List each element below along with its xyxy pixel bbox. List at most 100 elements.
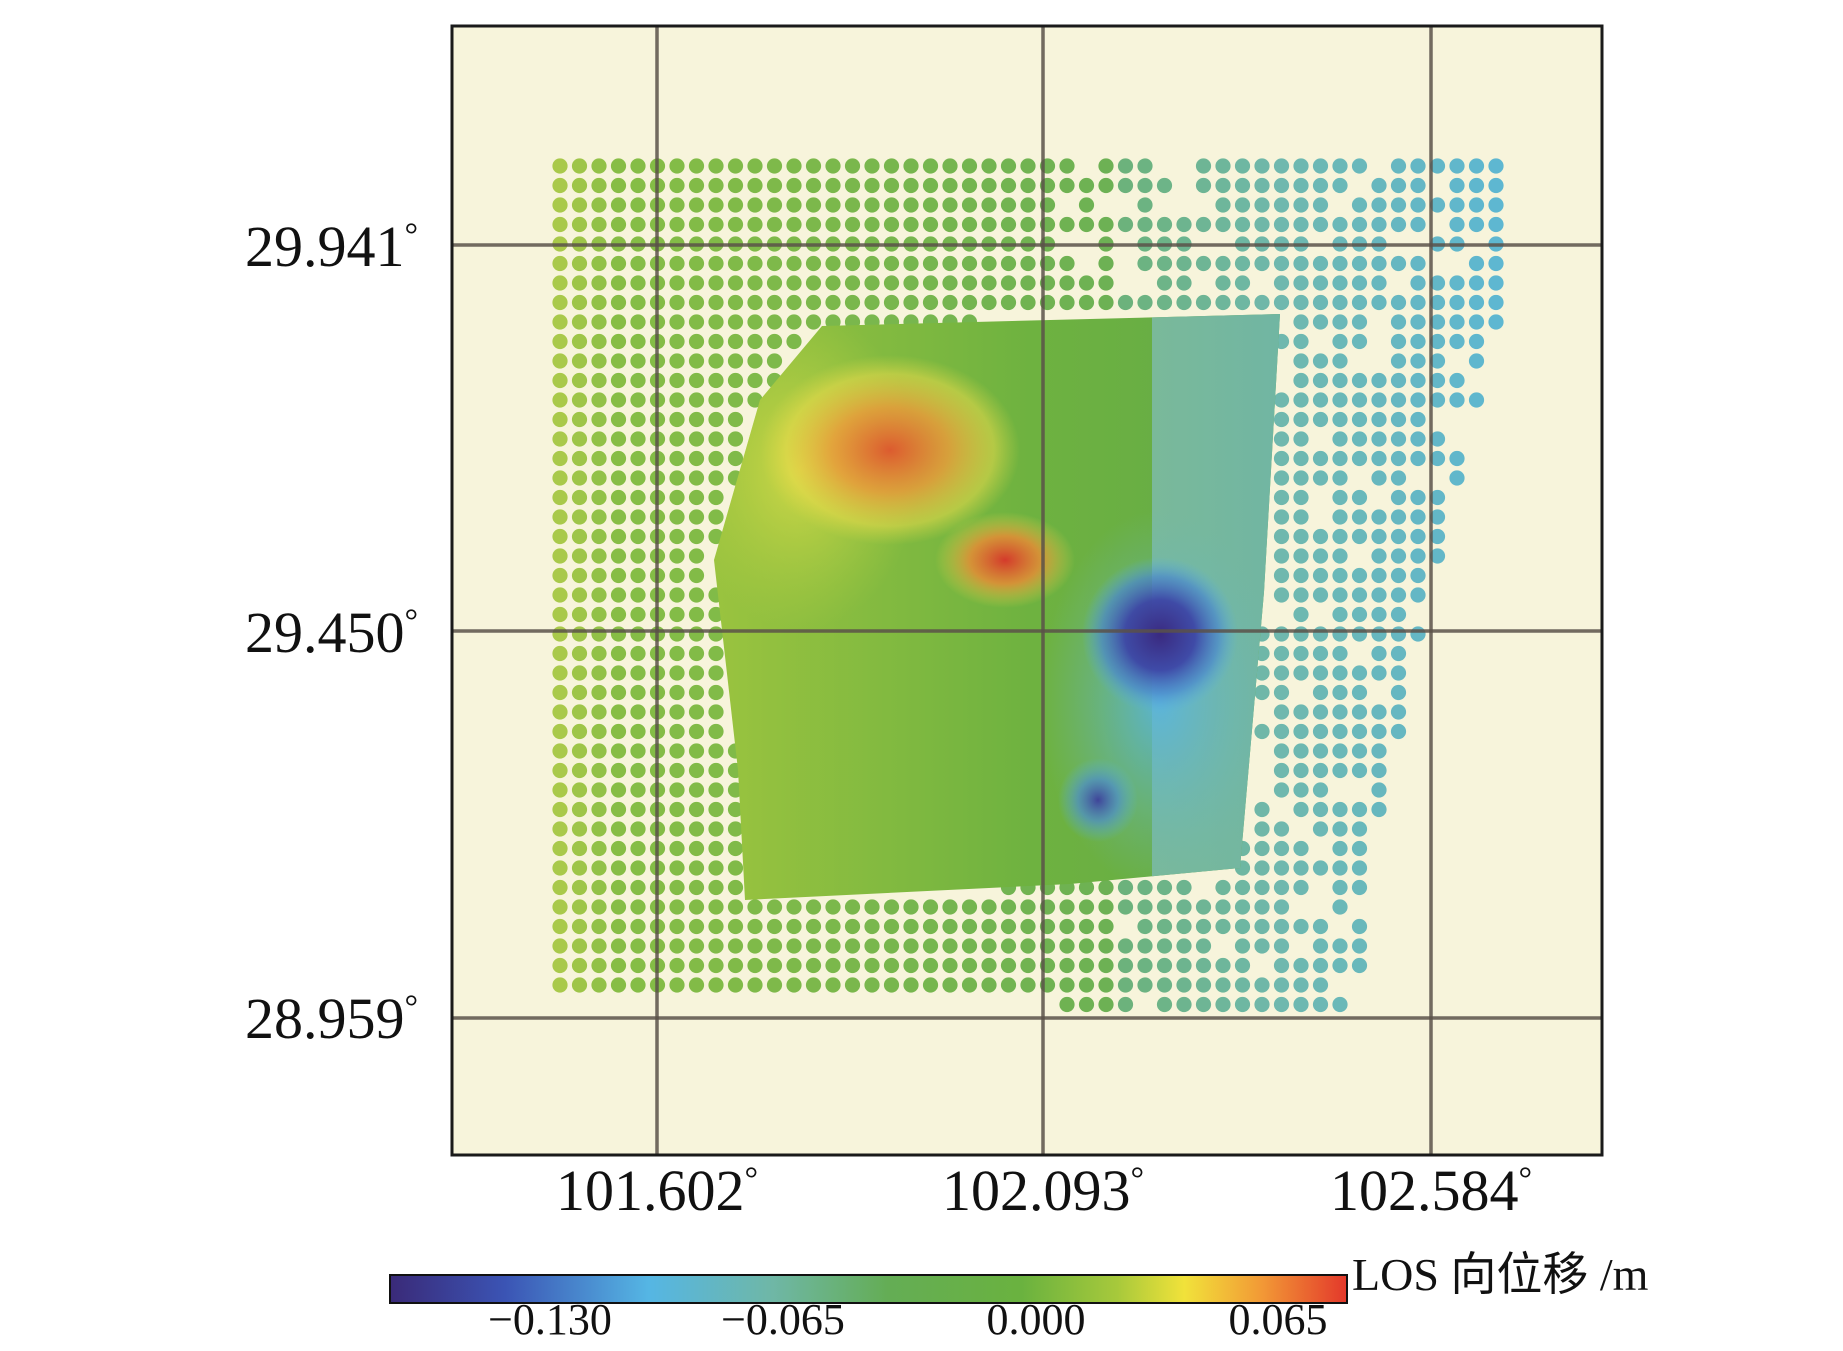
displacement-point	[1059, 158, 1075, 174]
displacement-point	[610, 723, 627, 740]
displacement-point	[708, 762, 724, 779]
displacement-point	[922, 918, 939, 935]
displacement-point	[571, 938, 588, 954]
displacement-point	[1312, 587, 1329, 603]
displacement-point	[1371, 606, 1387, 623]
displacement-point	[591, 762, 607, 779]
displacement-point	[1371, 665, 1387, 681]
displacement-point	[552, 450, 568, 467]
displacement-point	[1371, 645, 1387, 662]
displacement-point	[1410, 255, 1426, 272]
displacement-point	[669, 548, 685, 564]
displacement-point	[1429, 314, 1446, 330]
displacement-point	[1215, 255, 1231, 272]
displacement-point	[1312, 821, 1329, 837]
displacement-point	[1293, 333, 1309, 350]
displacement-point	[825, 294, 841, 311]
lon-label-102584: 102.584°	[1329, 1158, 1533, 1223]
displacement-point	[1000, 216, 1017, 233]
displacement-point	[942, 197, 958, 213]
displacement-point	[1215, 957, 1231, 974]
displacement-point	[630, 801, 646, 818]
displacement-point	[1117, 977, 1134, 993]
displacement-point	[1312, 938, 1329, 954]
displacement-point	[630, 938, 646, 954]
displacement-point	[1488, 177, 1504, 194]
displacement-point	[1098, 255, 1114, 272]
displacement-point	[1449, 197, 1465, 213]
displacement-point	[688, 197, 705, 213]
displacement-point	[591, 294, 607, 311]
displacement-point	[1254, 860, 1270, 876]
displacement-point	[1429, 392, 1446, 408]
displacement-point	[1293, 158, 1309, 174]
displacement-point	[1332, 684, 1348, 701]
displacement-point	[630, 782, 646, 798]
displacement-point	[922, 216, 939, 233]
displacement-point	[1312, 275, 1329, 291]
displacement-point	[610, 879, 627, 896]
displacement-point	[610, 353, 627, 369]
displacement-point	[1254, 294, 1270, 311]
displacement-point	[844, 216, 861, 233]
displacement-point	[747, 977, 763, 993]
displacement-point	[883, 918, 900, 935]
displacement-point	[766, 255, 783, 272]
displacement-point	[766, 333, 783, 350]
displacement-point	[552, 294, 568, 311]
displacement-point	[552, 704, 568, 720]
displacement-point	[1000, 918, 1017, 935]
displacement-point	[1468, 353, 1485, 369]
displacement-point	[1312, 528, 1329, 545]
displacement-point	[1273, 879, 1290, 896]
displacement-point	[669, 275, 685, 291]
displacement-point	[1117, 216, 1134, 233]
displacement-point	[630, 197, 646, 213]
displacement-point	[1273, 938, 1290, 954]
displacement-point	[864, 294, 880, 311]
displacement-point	[1293, 665, 1309, 681]
displacement-point	[630, 684, 646, 701]
displacement-point	[1351, 860, 1368, 876]
displacement-point	[1371, 704, 1387, 720]
displacement-point	[727, 333, 744, 350]
displacement-point	[610, 801, 627, 818]
displacement-point	[1098, 158, 1114, 174]
displacement-point	[864, 275, 880, 291]
displacement-point	[610, 821, 627, 837]
displacement-point	[747, 333, 763, 350]
displacement-point	[630, 743, 646, 759]
displacement-point	[805, 216, 822, 233]
displacement-point	[1020, 918, 1036, 935]
displacement-point	[981, 938, 997, 954]
displacement-point	[1137, 938, 1153, 954]
displacement-point	[942, 275, 958, 291]
displacement-point	[708, 743, 724, 759]
displacement-point	[1293, 216, 1309, 233]
displacement-point	[591, 606, 607, 623]
displacement-point	[1273, 509, 1290, 525]
displacement-point	[571, 528, 588, 545]
displacement-point	[1273, 899, 1290, 915]
displacement-point	[1293, 704, 1309, 720]
displacement-point	[727, 275, 744, 291]
displacement-point	[747, 899, 763, 915]
displacement-point	[1293, 860, 1309, 876]
displacement-point	[630, 177, 646, 194]
displacement-point	[610, 918, 627, 935]
displacement-point	[786, 918, 802, 935]
displacement-point	[1312, 255, 1329, 272]
displacement-point	[1156, 957, 1173, 974]
displacement-point	[1332, 294, 1348, 311]
displacement-point	[571, 704, 588, 720]
displacement-point	[942, 957, 958, 974]
displacement-point	[630, 704, 646, 720]
displacement-point	[942, 255, 958, 272]
displacement-point	[727, 216, 744, 233]
displacement-point	[708, 723, 724, 740]
displacement-point	[669, 392, 685, 408]
displacement-point	[688, 918, 705, 935]
displacement-point	[1410, 177, 1426, 194]
displacement-point	[1273, 626, 1290, 642]
displacement-point	[591, 743, 607, 759]
